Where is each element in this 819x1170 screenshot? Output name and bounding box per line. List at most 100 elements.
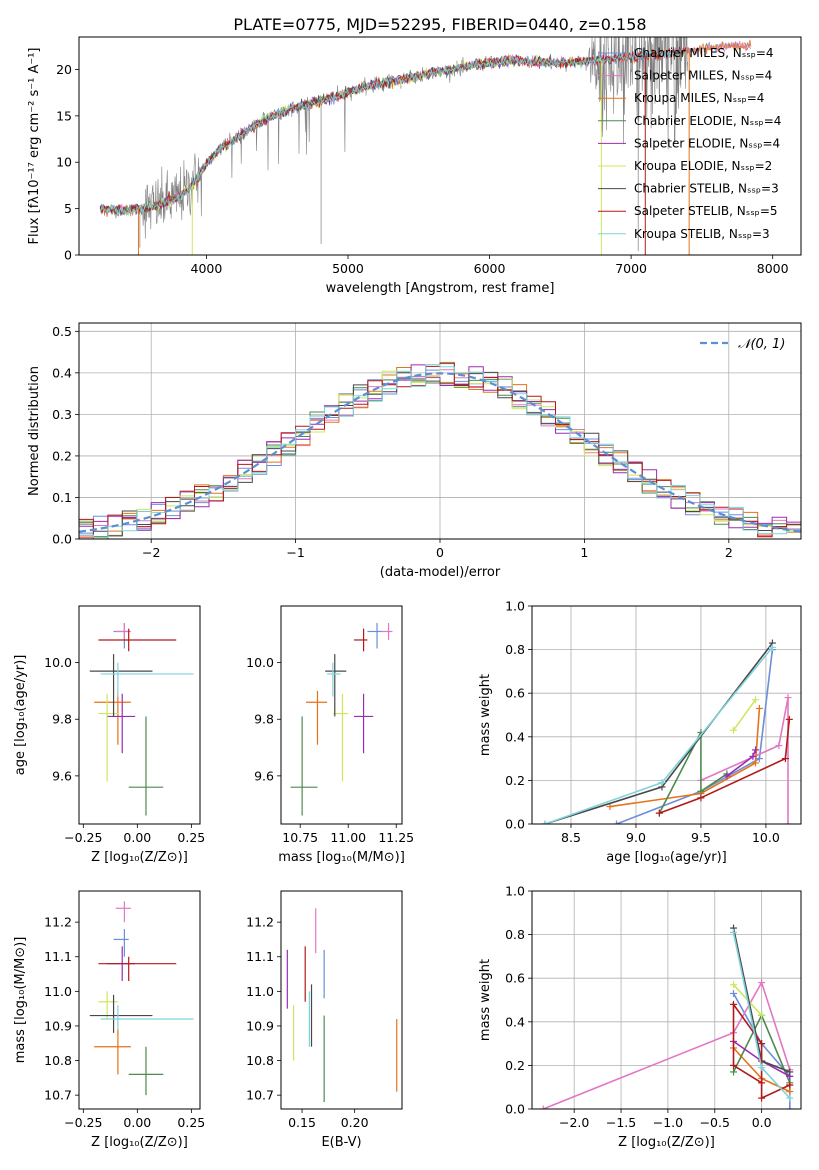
weight_vs_Z-ytick-label: 1.0 (505, 884, 525, 899)
mass_vs_Z-points (89, 901, 194, 1096)
weight_vs_age-marker-chabrier_miles (612, 820, 620, 824)
spectrum-xlabel: wavelength [Angstrom, rest frame] (326, 281, 555, 296)
weight_vs_age-marker-chabrier_miles (755, 755, 763, 763)
spectrum-ytick-label: 10 (56, 155, 72, 170)
spectrum-model-line-salpeter_stelib (99, 46, 688, 215)
weight_vs_age-xtick-label: 9.5 (691, 830, 711, 845)
age_vs_mass-ytick-label: 10.0 (246, 655, 274, 670)
mass_vs_Z-ytick-label: 11.0 (44, 984, 72, 999)
weight_vs_age-line-chabrier_miles (616, 649, 774, 824)
age_vs_Z-ytick-label: 9.8 (52, 712, 72, 727)
weight_vs_Z-ytick-label: 0.8 (505, 927, 525, 942)
weight_vs_age-marker-salpeter_miles (784, 820, 792, 824)
weight_vs_age-ylabel: mass weight (478, 674, 493, 756)
residual_hist-ytick-label: 0.4 (52, 365, 72, 380)
mass_vs_ebv-ytick-label: 10.7 (246, 1088, 274, 1103)
residual_hist-xtick-label: 0 (436, 545, 444, 560)
age_vs_mass-xlabel: mass [log₁₀(M/M⊙)] (278, 850, 405, 865)
mass_vs_Z-ylabel: mass [log₁₀(M/M⊙)] (13, 937, 28, 1064)
weight_vs_age-line-kroupa_elodie (732, 699, 757, 731)
residual_hist-ytick-label: 0.2 (52, 448, 72, 463)
weight_vs_age-ytick-label: 0.6 (505, 686, 525, 701)
weight_vs_age-marker-salpeter_stelib (785, 715, 793, 723)
mass_vs_ebv-xtick-label: 0.20 (341, 1115, 369, 1130)
age_vs_mass-xtick-label: 11.25 (378, 830, 414, 845)
weight_vs_Z-xtick-label: 0.0 (752, 1115, 772, 1130)
age_vs_mass-xtick-label: 11.00 (330, 830, 366, 845)
weight_vs_Z-frame (531, 890, 802, 1110)
weight_vs_age-xlabel: age [log₁₀(age/yr)] (606, 850, 727, 865)
residual_hist-xtick-label: 1 (580, 545, 588, 560)
weight_vs_Z-marker-chabrier_miles (786, 1105, 794, 1109)
mass_vs_Z-frame (78, 890, 201, 1110)
weight_vs_Z-marker-chabrier_stelib (786, 1068, 794, 1076)
weight_vs_age-series (541, 639, 793, 824)
mass_vs_ebv-axes: 0.15 0.20 10.7 10.8 10.9 11.0 11.1 11.2 E(B-V) (246, 915, 368, 1150)
weight_vs_Z-marker-kroupa_elodie (758, 1011, 766, 1019)
weight_vs_Z-xtick-label: −1.0 (653, 1115, 683, 1130)
weight_vs_age-marker-kroupa_miles (752, 759, 760, 767)
weight_vs_Z-ylabel: mass weight (478, 959, 493, 1041)
weight_vs_Z-line-salpeter_miles (542, 980, 791, 1109)
spectrum-ylabel: Flux [fλ10⁻¹⁷ erg cm⁻² s⁻¹ A⁻¹] (27, 48, 42, 245)
mass_vs_Z-ytick-label: 11.2 (44, 915, 72, 930)
weight_vs_Z-marker-kroupa_stelib (730, 928, 738, 936)
spectrum-xtick-label: 8000 (757, 261, 789, 276)
age_vs_mass-points (290, 622, 393, 816)
spectrum-xtick-label: 7000 (615, 261, 647, 276)
age_vs_Z-ytick-label: 9.6 (52, 768, 72, 783)
age_vs_Z-ylabel: age [log₁₀(age/yr)] (13, 655, 28, 776)
weight_vs_Z-line-salpeter_stelib (732, 1001, 791, 1100)
age_vs_Z-ytick-label: 10.0 (44, 655, 72, 670)
legend-entry-label: 𝒩(0, 1) (738, 337, 785, 352)
figure-title: PLATE=0775, MJD=52295, FIBERID=0440, z=0… (233, 15, 646, 34)
legend-entry-label: Salpeter ELODIE, Nₛₛₚ=4 (634, 136, 780, 150)
residual_hist-frame (78, 322, 802, 540)
normal-curve (79, 372, 801, 533)
age_vs_Z-points (89, 622, 194, 816)
residual_hist-ylabel: Normed distribution (27, 366, 42, 496)
weight_vs_age-ytick-label: 0.2 (505, 773, 525, 788)
legend-entry-label: Kroupa MILES, Nₛₛₚ=4 (634, 91, 764, 105)
age_vs_Z-axes: −0.25 0.00 0.25 9.6 9.8 10.0 Z [log₁₀(Z/Z⊙)] ag… (13, 655, 205, 865)
weight_vs_age-marker-kroupa_elodie (729, 726, 737, 734)
mass_vs_Z-xtick-label: 0.00 (123, 1115, 151, 1130)
age_vs_Z-xtick-label: −0.25 (64, 830, 102, 845)
age_vs_mass-frame (280, 605, 403, 825)
weight_vs_age-marker-kroupa_stelib (658, 779, 666, 787)
weight_vs_age-ytick-label: 0.8 (505, 642, 525, 657)
weight_vs_Z-marker-salpeter_stelib (758, 1040, 766, 1048)
weight_vs_Z-marker-salpeter_miles (758, 979, 766, 987)
spectrum-ytick-label: 20 (56, 62, 72, 77)
weight_vs_Z-axes: −2.0 −1.5 −1.0 −0.5 0.0 0.0 0.2 0.4 0.6 0.8 1.0 Z [… (478, 884, 801, 1150)
spectrum-model-line-kroupa_stelib (99, 48, 688, 216)
weight_vs_Z-marker-salpeter_stelib (730, 1000, 738, 1008)
mass_vs_ebv-xtick-label: 0.15 (288, 1115, 316, 1130)
mass_vs_ebv-points (286, 908, 398, 1103)
spectrum-xtick-label: 4000 (191, 261, 223, 276)
mass_vs_ebv-ytick-label: 11.0 (246, 984, 274, 999)
weight_vs_age-xtick-label: 8.5 (561, 830, 581, 845)
weight_vs_Z-marker-salpeter_stelib (786, 1081, 794, 1089)
residual_hist-xtick-label: −1 (286, 545, 304, 560)
age_vs_mass-axes: 10.75 11.00 11.25 9.6 9.8 10.0 mass [log₁₀(M/M… (246, 655, 414, 865)
legend-entry-label: Chabrier ELODIE, Nₛₛₚ=4 (634, 114, 781, 128)
residual_hist-xtick-label: 2 (725, 545, 733, 560)
spectrum-lines (99, 37, 752, 255)
weight_vs_Z-marker-kroupa_stelib (758, 1064, 766, 1072)
weight_vs_age-marker-salpeter_stelib (655, 809, 663, 817)
residual_hist-ytick-label: 0.5 (52, 324, 72, 339)
weight_vs_age-ytick-label: 1.0 (505, 599, 525, 614)
residual_hist-xtick-label: −2 (142, 545, 160, 560)
weight_vs_Z-marker-salpeter_stelib (730, 1061, 738, 1069)
mass_vs_ebv-ytick-label: 11.2 (246, 915, 274, 930)
weight_vs_age-marker-kroupa_stelib (768, 643, 776, 651)
age_vs_Z-xtick-label: 0.00 (123, 830, 151, 845)
weight_vs_Z-series (539, 924, 794, 1109)
weight_vs_age-xtick-label: 10.0 (752, 830, 780, 845)
weight_vs_age-marker-salpeter_elodie (752, 746, 760, 754)
residual_hist-xlabel: (data-model)/error (380, 565, 501, 580)
mass_vs_Z-axes: −0.25 0.00 0.25 10.7 10.8 10.9 11.0 11.1 11.2 Z [… (13, 915, 205, 1150)
mass_vs_Z-ytick-label: 11.1 (44, 949, 72, 964)
